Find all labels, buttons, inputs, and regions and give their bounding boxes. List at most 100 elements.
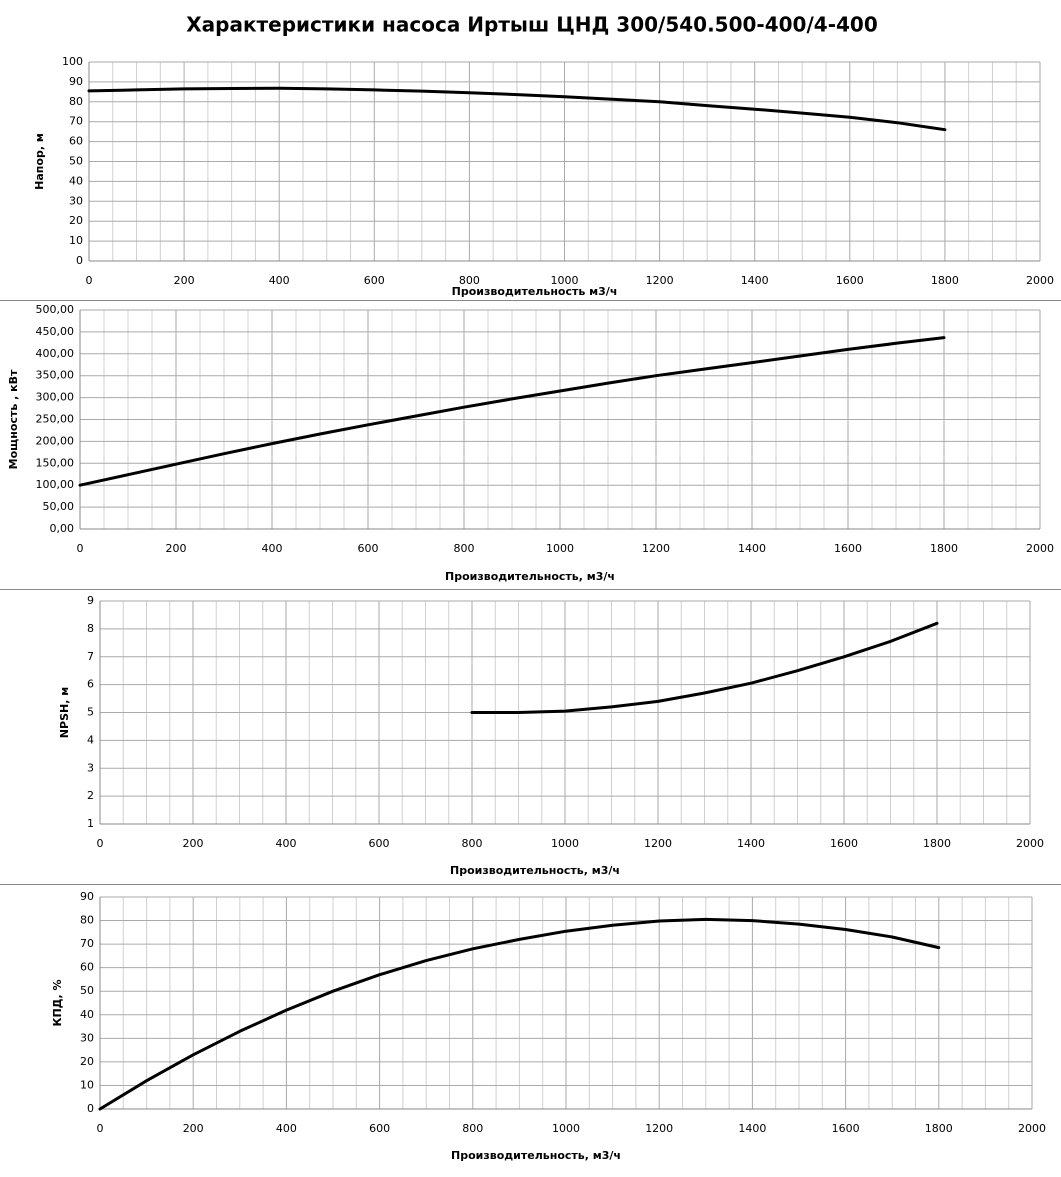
y-tick-label: 80 bbox=[80, 914, 94, 927]
data-line bbox=[98, 917, 941, 1111]
x-tick-label: 600 bbox=[358, 542, 379, 555]
y-tick-label: 40 bbox=[69, 174, 83, 187]
y-tick-label: 150,00 bbox=[36, 456, 75, 469]
y-tick-label: 3 bbox=[87, 761, 94, 774]
y-axis-label: Напор, м bbox=[33, 133, 46, 190]
x-tick-label: 1000 bbox=[551, 274, 579, 287]
x-tick-label: 1600 bbox=[834, 542, 862, 555]
y-tick-label: 0,00 bbox=[50, 522, 75, 535]
x-axis-label: Производительность м3/ч bbox=[452, 285, 618, 298]
x-tick-label: 0 bbox=[97, 837, 104, 850]
y-tick-label: 300,00 bbox=[36, 391, 75, 404]
x-tick-label: 400 bbox=[276, 837, 297, 850]
y-tick-label: 30 bbox=[80, 1031, 94, 1044]
x-tick-label: 1200 bbox=[646, 274, 674, 287]
x-tick-label: 1000 bbox=[546, 542, 574, 555]
y-axis-label: КПД, % bbox=[51, 979, 64, 1026]
x-tick-label: 1600 bbox=[830, 837, 858, 850]
x-tick-label: 0 bbox=[97, 1122, 104, 1135]
x-axis-label: Производительность, м3/ч bbox=[451, 1149, 621, 1162]
x-tick-label: 2000 bbox=[1018, 1122, 1046, 1135]
x-tick-label: 1200 bbox=[645, 1122, 673, 1135]
x-tick-label: 1600 bbox=[836, 274, 864, 287]
y-tick-label: 8 bbox=[87, 622, 94, 635]
y-tick-label: 350,00 bbox=[36, 369, 75, 382]
x-tick-label: 1400 bbox=[737, 837, 765, 850]
y-tick-label: 0 bbox=[76, 254, 83, 267]
page-title: Характеристики насоса Иртыш ЦНД 300/540.… bbox=[186, 13, 878, 37]
x-tick-label: 1600 bbox=[832, 1122, 860, 1135]
x-tick-label: 200 bbox=[166, 542, 187, 555]
data-line bbox=[78, 336, 946, 487]
y-tick-label: 1 bbox=[87, 817, 94, 830]
y-tick-label: 100,00 bbox=[36, 478, 75, 491]
y-tick-label: 70 bbox=[69, 115, 83, 128]
y-tick-label: 50,00 bbox=[43, 500, 75, 513]
x-tick-label: 1800 bbox=[931, 274, 959, 287]
x-tick-label: 2000 bbox=[1026, 274, 1054, 287]
y-axis-label: NPSH, м bbox=[58, 687, 71, 738]
x-tick-label: 1000 bbox=[552, 1122, 580, 1135]
y-tick-label: 450,00 bbox=[36, 325, 75, 338]
x-tick-label: 800 bbox=[454, 542, 475, 555]
x-tick-label: 1000 bbox=[551, 837, 579, 850]
x-tick-label: 400 bbox=[276, 1122, 297, 1135]
y-axis-label: Мощность , кВт bbox=[7, 369, 20, 469]
y-tick-label: 6 bbox=[87, 678, 94, 691]
x-tick-label: 1400 bbox=[738, 542, 766, 555]
y-tick-label: 20 bbox=[80, 1055, 94, 1068]
x-tick-label: 400 bbox=[269, 274, 290, 287]
x-tick-label: 1400 bbox=[741, 274, 769, 287]
x-tick-label: 2000 bbox=[1016, 837, 1044, 850]
x-tick-label: 1800 bbox=[923, 837, 951, 850]
x-tick-label: 1800 bbox=[930, 542, 958, 555]
y-tick-label: 70 bbox=[80, 937, 94, 950]
y-tick-label: 100 bbox=[62, 55, 83, 68]
y-tick-label: 80 bbox=[69, 95, 83, 108]
x-tick-label: 600 bbox=[369, 837, 390, 850]
y-tick-label: 40 bbox=[80, 1008, 94, 1021]
y-tick-label: 250,00 bbox=[36, 413, 75, 426]
x-tick-label: 800 bbox=[459, 274, 480, 287]
y-tick-label: 50 bbox=[80, 984, 94, 997]
x-tick-label: 800 bbox=[462, 837, 483, 850]
y-tick-label: 200,00 bbox=[36, 434, 75, 447]
x-tick-label: 800 bbox=[462, 1122, 483, 1135]
y-tick-label: 10 bbox=[69, 234, 83, 247]
x-tick-label: 1800 bbox=[925, 1122, 953, 1135]
y-tick-label: 10 bbox=[80, 1078, 94, 1091]
y-tick-label: 20 bbox=[69, 214, 83, 227]
x-tick-label: 1200 bbox=[644, 837, 672, 850]
x-tick-label: 2000 bbox=[1026, 542, 1054, 555]
y-tick-label: 400,00 bbox=[36, 347, 75, 360]
x-tick-label: 1200 bbox=[642, 542, 670, 555]
y-tick-label: 50 bbox=[69, 155, 83, 168]
x-tick-label: 600 bbox=[364, 274, 385, 287]
y-tick-label: 60 bbox=[80, 961, 94, 974]
x-axis-label: Производительность, м3/ч bbox=[445, 570, 615, 583]
y-tick-label: 0 bbox=[87, 1102, 94, 1115]
x-tick-label: 0 bbox=[77, 542, 84, 555]
y-tick-label: 90 bbox=[69, 75, 83, 88]
x-tick-label: 0 bbox=[86, 274, 93, 287]
x-tick-label: 200 bbox=[183, 1122, 204, 1135]
y-tick-label: 30 bbox=[69, 194, 83, 207]
y-tick-label: 7 bbox=[87, 650, 94, 663]
x-axis-label: Производительность, м3/ч bbox=[450, 864, 620, 877]
x-tick-label: 200 bbox=[183, 837, 204, 850]
y-tick-label: 90 bbox=[80, 890, 94, 903]
y-tick-label: 9 bbox=[87, 594, 94, 607]
data-line bbox=[470, 621, 939, 714]
y-tick-label: 500,00 bbox=[36, 303, 75, 316]
y-tick-label: 60 bbox=[69, 135, 83, 148]
y-tick-label: 4 bbox=[87, 733, 94, 746]
x-tick-label: 200 bbox=[174, 274, 195, 287]
y-tick-label: 2 bbox=[87, 789, 94, 802]
x-tick-label: 400 bbox=[262, 542, 283, 555]
data-line bbox=[87, 86, 947, 132]
x-tick-label: 1400 bbox=[738, 1122, 766, 1135]
y-tick-label: 5 bbox=[87, 706, 94, 719]
